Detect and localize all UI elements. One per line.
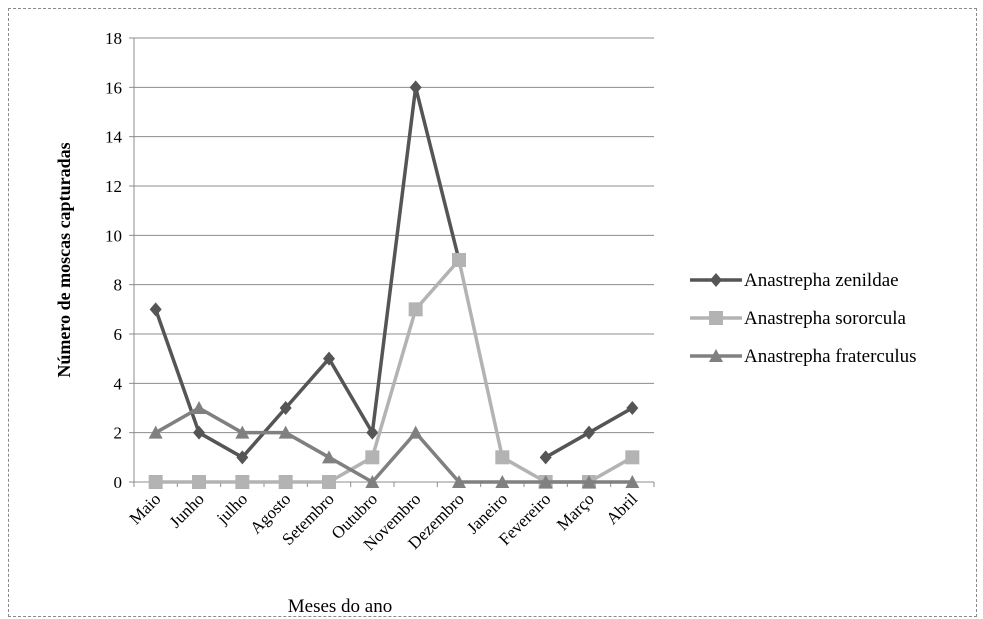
axes: [129, 37, 655, 487]
data-point-marker: [539, 450, 552, 465]
legend-item: Anastrepha zenildae: [690, 270, 899, 291]
y-tick-label: 4: [114, 374, 123, 393]
legend-label: Anastrepha zenildae: [744, 270, 899, 291]
data-point-marker: [452, 475, 466, 488]
data-point-marker: [193, 425, 205, 440]
data-point-marker: [366, 425, 379, 440]
data-point-marker: [235, 475, 250, 489]
x-tick-label: Maio: [126, 489, 165, 528]
y-tick-label: 16: [105, 78, 122, 97]
data-point-marker: [365, 475, 380, 488]
data-point-marker: [452, 253, 466, 267]
data-point-marker: [495, 450, 510, 465]
legend: Anastrepha zenildae Anastrepha sororcula A…: [690, 270, 917, 367]
data-point-marker: [409, 80, 422, 95]
x-axis-label: Meses do ano: [288, 596, 392, 617]
gridlines: [134, 37, 654, 434]
x-tick-labels: Maio Junho julhoAgostoSetembroOutubroNovem…: [126, 489, 642, 554]
data-point-marker: [538, 475, 553, 488]
data-point-marker: [279, 401, 292, 415]
x-tick-label: Junho: [166, 489, 208, 531]
legend-item: Anastrepha sororcula: [690, 308, 907, 329]
y-tick-label: 12: [105, 177, 122, 196]
data-point-marker: [323, 351, 335, 366]
y-tick-labels: 0 2 4 6 8 10 12 14 16 18: [105, 29, 123, 492]
data-point-marker: [408, 425, 423, 439]
data-point-marker: [278, 475, 293, 489]
y-tick-label: 10: [105, 226, 122, 245]
series-3: [148, 401, 640, 488]
series-2: [148, 253, 640, 489]
data-point-marker: [625, 450, 640, 465]
data-point-marker: [148, 425, 163, 439]
chart-frame: [8, 8, 977, 617]
series-1: [149, 80, 639, 465]
data-point-marker: [192, 401, 206, 414]
legend-marker: [709, 311, 723, 325]
y-tick-label: 18: [105, 29, 122, 48]
data-point-marker: [365, 450, 380, 465]
data-point-marker: [582, 475, 596, 488]
data-point-marker: [322, 475, 336, 489]
series-lines: [148, 80, 640, 489]
data-point-marker: [278, 425, 293, 439]
legend-marker: [710, 273, 722, 287]
x-tick-label: Março: [553, 489, 598, 534]
data-point-marker: [495, 475, 510, 488]
data-point-marker: [322, 450, 336, 464]
data-point-marker: [235, 425, 250, 439]
legend-marker: [709, 349, 723, 362]
y-tick-label: 6: [114, 325, 123, 344]
data-point-marker: [583, 425, 595, 440]
series-line: [154, 85, 461, 460]
legend-item: Anastrepha fraterculus: [690, 346, 917, 367]
legend-label: Anastrepha fraterculus: [744, 346, 917, 367]
x-tick-label: julho: [212, 489, 251, 528]
data-point-marker: [625, 475, 640, 488]
x-tick-label: Abril: [602, 489, 641, 528]
data-point-marker: [408, 302, 423, 317]
series-line: [154, 406, 633, 484]
data-point-marker: [236, 450, 249, 465]
legend-label: Anastrepha sororcula: [744, 308, 907, 329]
data-point-marker: [148, 475, 163, 489]
y-tick-label: 8: [114, 276, 123, 295]
y-tick-label: 2: [114, 424, 123, 443]
y-tick-label: 14: [105, 128, 123, 147]
y-tick-label: 0: [114, 473, 123, 492]
y-axis-label: Número de moscas capturadas: [54, 142, 74, 377]
data-point-marker: [149, 302, 162, 317]
data-point-marker: [192, 475, 206, 489]
data-point-marker: [626, 401, 639, 415]
